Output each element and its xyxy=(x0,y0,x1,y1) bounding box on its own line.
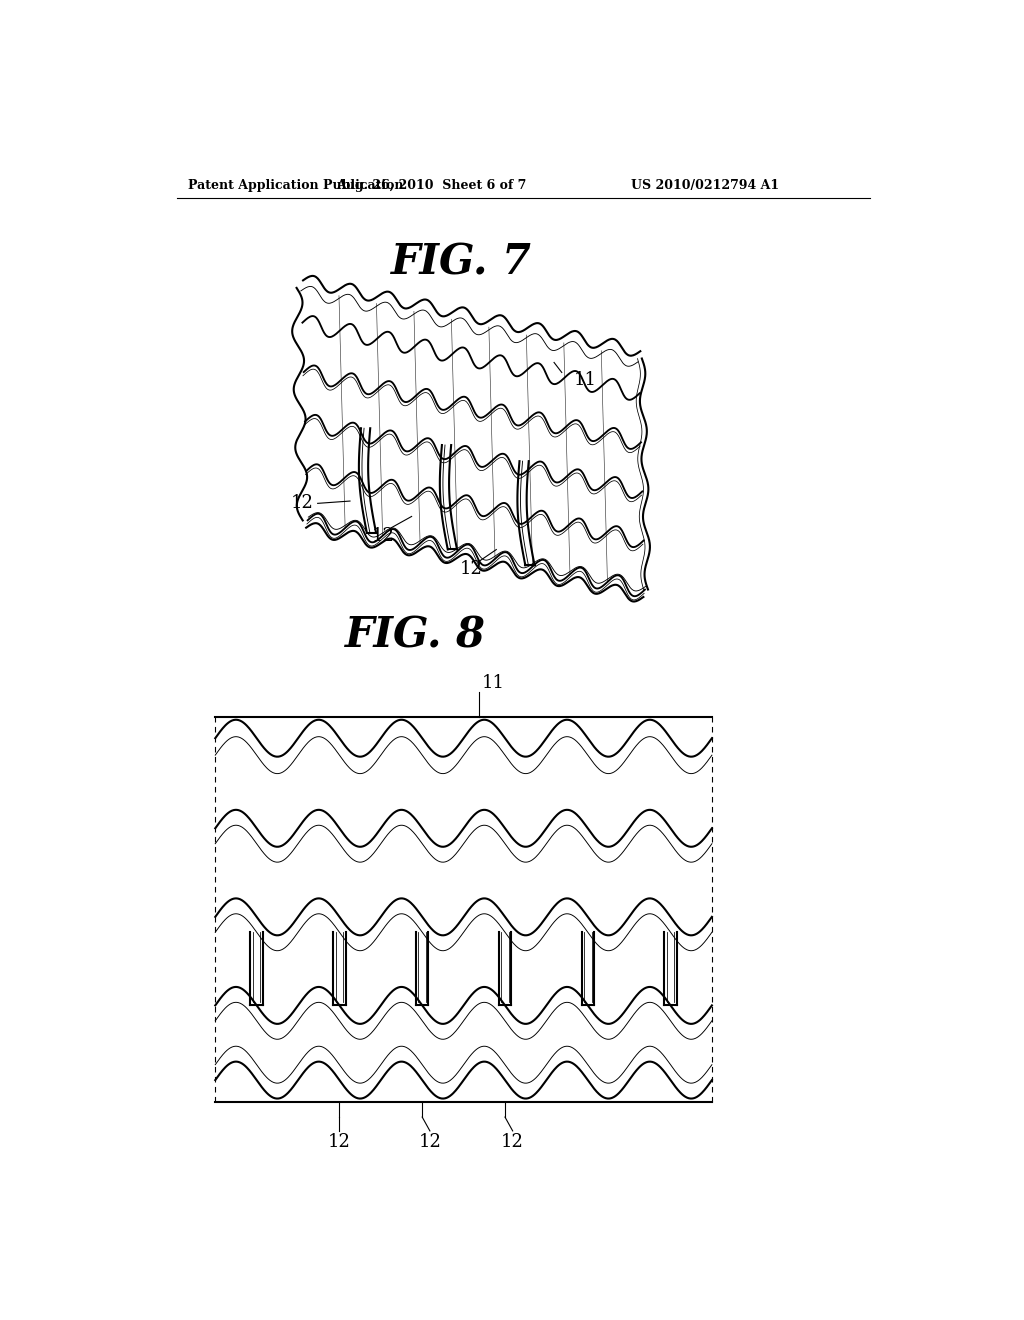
Text: FIG. 8: FIG. 8 xyxy=(345,615,486,657)
Text: US 2010/0212794 A1: US 2010/0212794 A1 xyxy=(631,178,779,191)
Text: Aug. 26, 2010  Sheet 6 of 7: Aug. 26, 2010 Sheet 6 of 7 xyxy=(336,178,526,191)
Text: 12: 12 xyxy=(501,1133,524,1151)
Text: 12: 12 xyxy=(328,1133,351,1151)
Text: 12: 12 xyxy=(291,495,313,512)
Text: 12: 12 xyxy=(460,560,483,578)
Text: 12: 12 xyxy=(419,1133,441,1151)
Text: FIG. 7: FIG. 7 xyxy=(391,242,532,284)
Text: 12: 12 xyxy=(372,527,394,545)
Text: 11: 11 xyxy=(482,673,505,692)
Text: 11: 11 xyxy=(573,371,596,389)
Text: Patent Application Publication: Patent Application Publication xyxy=(188,178,403,191)
